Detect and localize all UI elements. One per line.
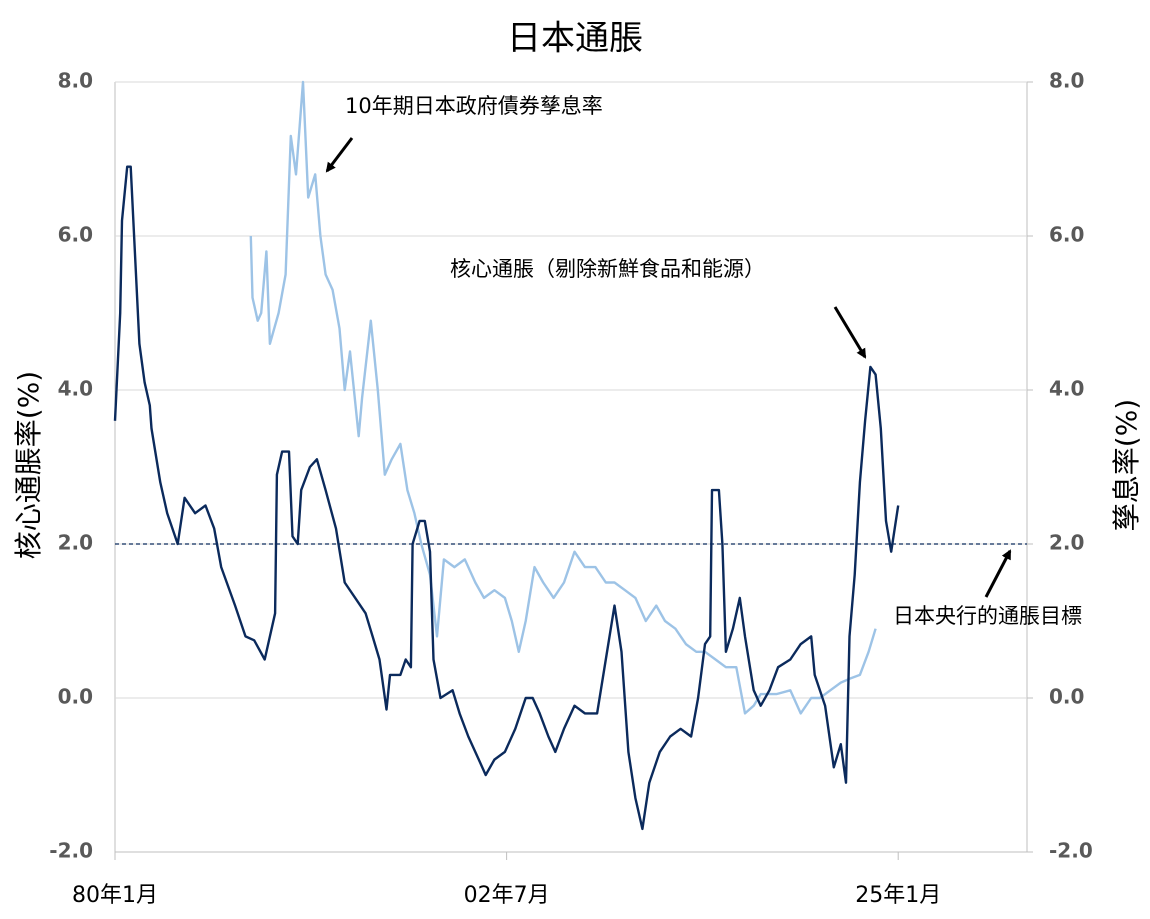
y-tick-label: 0.0 [58,685,93,709]
series-line [113,165,900,831]
arrow [833,306,867,359]
annotation: 核心通脹（剔除新鮮食品和能源） [450,257,765,281]
x-tick-label: 25年1月 [855,883,941,908]
y2-tick-label: 8.0 [1049,69,1084,93]
y2-tick-label: 4.0 [1049,377,1084,401]
y2-tick-label: -2.0 [1049,839,1093,863]
y-tick-label: 4.0 [58,377,93,401]
annotation: 日本央行的通脹目標 [893,604,1082,628]
y-tick-label: 8.0 [58,69,93,93]
y2-tick-label: 2.0 [1049,531,1084,555]
y-tick-label: -2.0 [49,839,93,863]
y-tick-label: 2.0 [58,531,93,555]
series-line [249,80,877,715]
arrow [325,137,354,173]
x-tick-label: 02年7月 [464,883,550,908]
arrow [984,549,1012,598]
annotation: 10年期日本政府債券孳息率 [345,94,603,118]
y-axis-label: 核心通脹率(%) [12,371,45,559]
x-tick-label: 80年1月 [72,883,158,908]
y-tick-label: 6.0 [58,223,93,247]
y2-tick-label: 0.0 [1049,685,1084,709]
chart-title: 日本通脹 [507,19,643,59]
y2-axis-label: 孳息率(%) [1110,399,1143,531]
y2-tick-label: 6.0 [1049,223,1084,247]
